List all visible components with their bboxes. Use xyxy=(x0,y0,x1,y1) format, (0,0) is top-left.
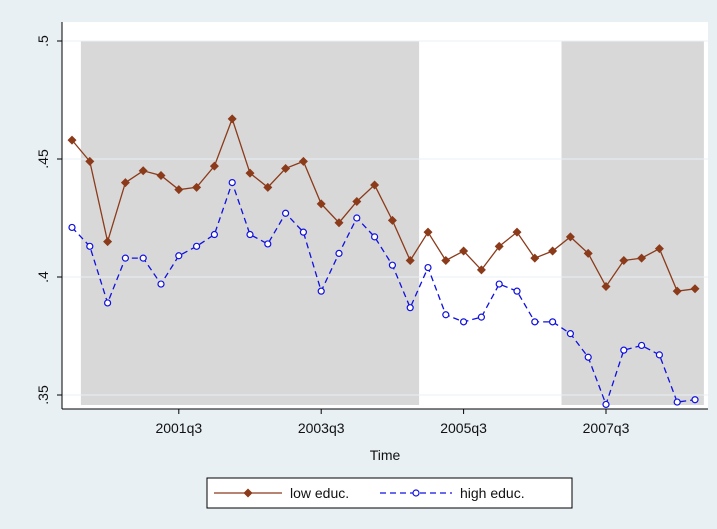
data-point xyxy=(406,304,414,312)
legend-label-2: high educ. xyxy=(460,485,525,501)
data-point xyxy=(673,398,681,406)
data-point xyxy=(156,171,166,181)
data-point xyxy=(565,232,575,242)
series-group xyxy=(67,114,700,409)
x-axis-title: Time xyxy=(370,447,401,463)
x-tick-label: 2001q3 xyxy=(155,420,202,436)
y-tick-label: .35 xyxy=(35,385,51,405)
data-point xyxy=(68,223,76,232)
data-point xyxy=(139,254,147,262)
legend-box xyxy=(206,477,573,509)
x-tick-label: 2005q3 xyxy=(440,420,487,436)
data-point xyxy=(174,185,184,195)
data-point xyxy=(316,199,326,209)
data-point xyxy=(209,161,219,171)
data-point xyxy=(193,242,201,250)
data-point xyxy=(121,254,130,262)
data-point xyxy=(637,341,646,350)
data-point xyxy=(282,209,290,217)
legend-marker-2 xyxy=(412,489,420,497)
data-point xyxy=(86,242,94,250)
data-point xyxy=(637,253,647,263)
data-point xyxy=(423,227,433,237)
data-point xyxy=(335,249,343,257)
series-line-2 xyxy=(71,180,696,407)
data-point xyxy=(157,280,165,288)
data-point xyxy=(441,255,451,265)
y-tick-label: .4 xyxy=(35,271,51,283)
y-tick-label: .45 xyxy=(35,149,51,169)
data-point xyxy=(103,299,112,307)
data-point xyxy=(210,230,218,239)
data-point xyxy=(548,246,558,256)
data-point xyxy=(691,396,699,404)
data-point xyxy=(655,351,664,359)
data-point xyxy=(281,163,291,173)
data-point xyxy=(459,246,469,256)
legend: low educ. high educ. xyxy=(206,477,573,509)
data-point xyxy=(334,218,344,228)
shaded-periods xyxy=(80,41,704,405)
data-point xyxy=(246,230,254,239)
data-point xyxy=(602,400,610,409)
data-point xyxy=(299,228,307,236)
data-point xyxy=(477,313,485,321)
data-point xyxy=(387,215,397,225)
data-point xyxy=(690,284,700,294)
data-point xyxy=(192,182,202,192)
data-point xyxy=(460,318,468,326)
data-point xyxy=(566,330,575,338)
series-line-1 xyxy=(71,116,696,292)
data-point xyxy=(548,318,557,326)
shaded-period-2 xyxy=(561,41,704,405)
data-point xyxy=(228,179,236,187)
data-point xyxy=(353,214,361,222)
data-point xyxy=(654,244,664,254)
legend-label-1: low educ. xyxy=(290,485,349,501)
data-point xyxy=(601,281,611,291)
data-point xyxy=(619,255,629,265)
data-point xyxy=(298,156,308,166)
y-tick-label: .5 xyxy=(35,35,51,47)
data-point xyxy=(584,353,592,361)
data-point xyxy=(495,280,503,288)
legend-marker-1 xyxy=(243,488,253,498)
data-point xyxy=(67,135,77,145)
data-point xyxy=(388,261,396,269)
data-point xyxy=(352,196,362,206)
data-point xyxy=(530,253,540,263)
data-point xyxy=(442,311,450,319)
data-point xyxy=(513,287,521,295)
grid-lines xyxy=(62,40,708,396)
x-tick-label: 2007q3 xyxy=(583,420,630,436)
y-axis: .35 .4 .45 .5 xyxy=(35,35,62,405)
data-point xyxy=(120,178,130,188)
data-point xyxy=(264,240,272,248)
data-point xyxy=(227,114,237,124)
data-point xyxy=(263,182,273,192)
data-point xyxy=(85,156,95,166)
data-point xyxy=(494,241,504,251)
data-point xyxy=(476,265,486,275)
data-point xyxy=(405,255,415,265)
data-point xyxy=(531,318,539,326)
data-point xyxy=(583,248,593,258)
data-point xyxy=(103,237,113,247)
x-tick-label: 2003q3 xyxy=(298,420,345,436)
x-axis: 2001q32003q32005q32007q32009q3 xyxy=(155,409,630,436)
data-point xyxy=(175,252,183,260)
data-point xyxy=(317,287,325,295)
data-point xyxy=(424,263,432,272)
data-point xyxy=(371,233,379,241)
data-point xyxy=(672,286,682,296)
data-point xyxy=(245,168,255,178)
data-point xyxy=(370,180,380,190)
data-point xyxy=(620,346,628,354)
data-point xyxy=(512,227,522,237)
data-point xyxy=(138,166,148,176)
shaded-period-1 xyxy=(80,41,420,405)
